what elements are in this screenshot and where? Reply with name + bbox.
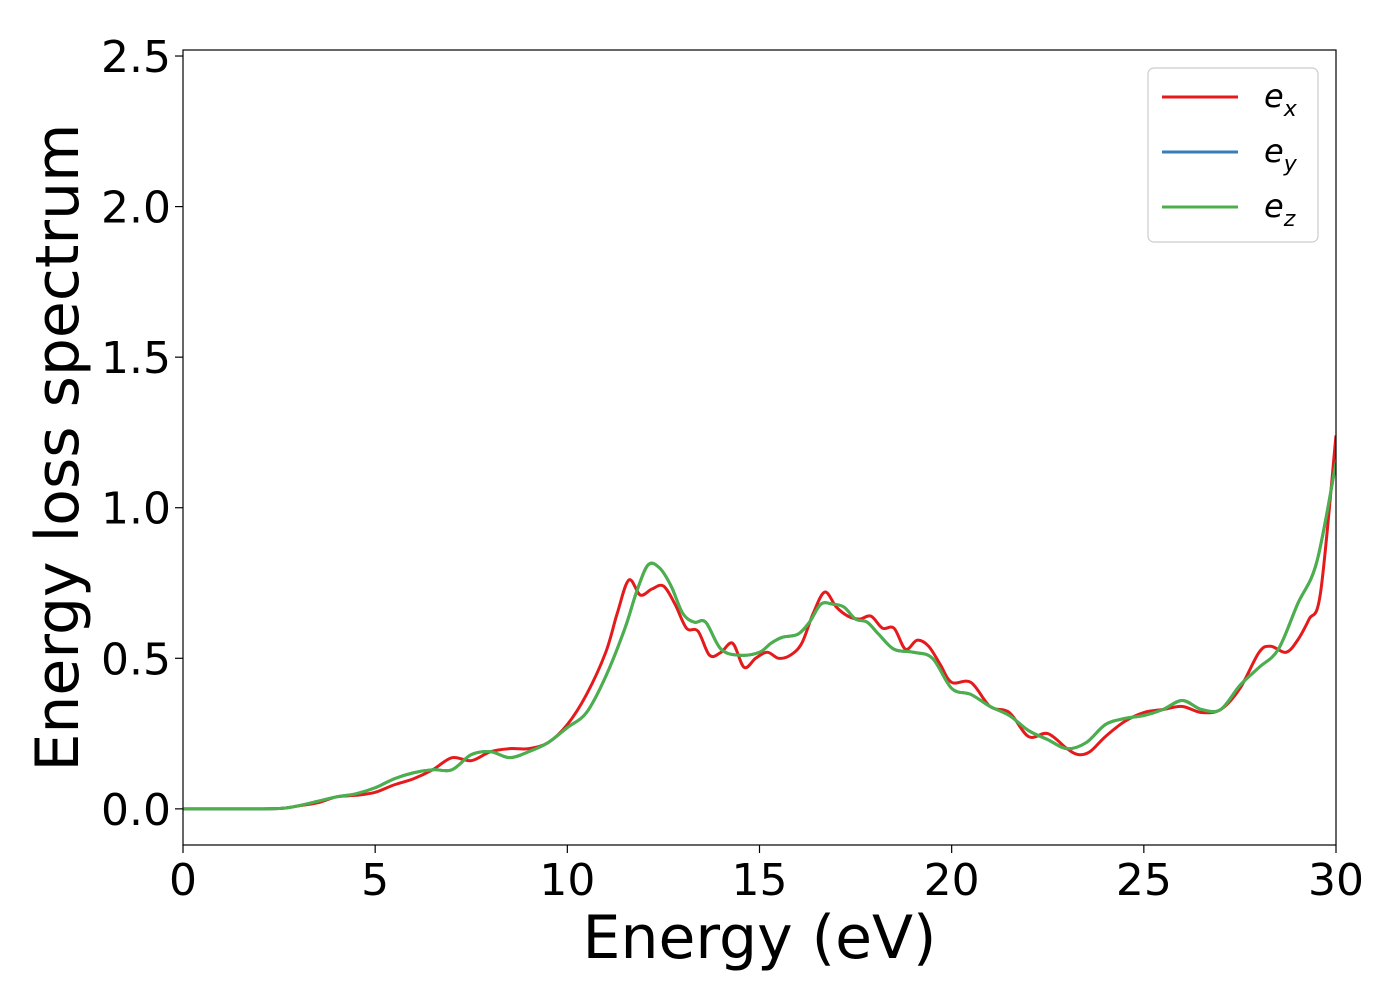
x-tick-label: 5 bbox=[361, 855, 389, 906]
y-tick-label: 2.5 bbox=[101, 32, 171, 83]
series-line-y bbox=[183, 462, 1336, 811]
x-axis-ticks: 0 5 10 15 20 25 30 bbox=[169, 845, 1364, 906]
y-tick-label: 1.0 bbox=[101, 484, 171, 535]
x-axis-title: Energy (eV) bbox=[583, 903, 937, 973]
y-tick-label: 0.5 bbox=[101, 634, 171, 685]
y-tick-label: 1.5 bbox=[101, 333, 171, 384]
x-tick-label: 15 bbox=[732, 855, 788, 906]
x-tick-label: 10 bbox=[539, 855, 595, 906]
x-tick-label: 25 bbox=[1116, 855, 1172, 906]
y-axis-ticks: 0.0 0.5 1.0 1.5 2.0 2.5 bbox=[101, 32, 183, 836]
series-layer bbox=[183, 435, 1336, 811]
series-line-z bbox=[183, 462, 1336, 811]
y-tick-label: 0.0 bbox=[101, 785, 171, 836]
x-tick-label: 30 bbox=[1308, 855, 1364, 906]
legend-label-z: ez bbox=[1264, 187, 1296, 232]
legend-box bbox=[1147, 67, 1319, 243]
y-tick-label: 2.0 bbox=[101, 183, 171, 234]
x-tick-label: 20 bbox=[924, 855, 980, 906]
y-axis-title: Energy loss spectrum bbox=[23, 123, 93, 771]
series-line-x bbox=[183, 435, 1336, 811]
x-tick-label: 0 bbox=[169, 855, 197, 906]
